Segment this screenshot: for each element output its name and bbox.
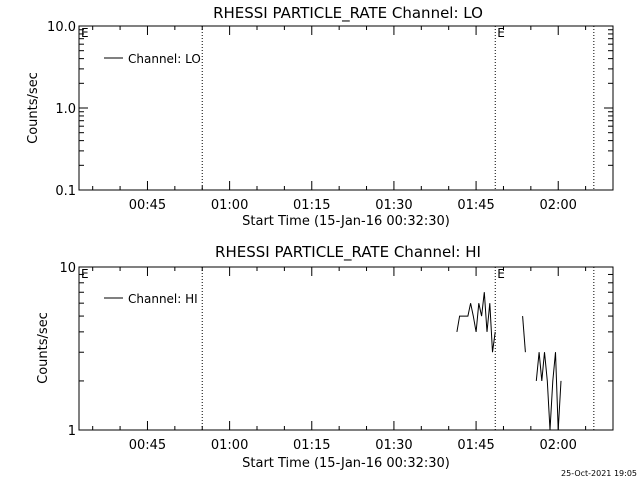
series-line-hi — [522, 316, 526, 353]
series-layer — [456, 292, 562, 431]
legend: Channel: HI — [104, 292, 198, 306]
marker-label: E — [497, 267, 505, 281]
legend-label: Channel: LO — [128, 52, 201, 66]
legend-label: Channel: HI — [128, 292, 198, 306]
x-axis-label: Start Time (15-Jan-16 00:32:30) — [242, 456, 450, 471]
tick-layer: 00:45 01:00 01:15 01:30 01:45 02:00 1 10 — [59, 261, 614, 453]
series-line-hi — [535, 352, 562, 431]
tick-layer: 00:45 01:00 01:15 01:30 01:45 02:00 0.1 1.0 10.0 — [47, 20, 614, 213]
y-tick-label: 0.1 — [55, 184, 76, 199]
x-tick-label: 01:15 — [293, 438, 330, 453]
x-tick-label: 01:30 — [375, 198, 412, 213]
y-tick-label: 1 — [68, 424, 76, 439]
marker-layer: EE — [81, 26, 595, 190]
x-tick-label: 01:45 — [457, 198, 494, 213]
footer-timestamp: 25-Oct-2021 19:05 — [561, 469, 637, 478]
legend: Channel: LO — [104, 52, 201, 66]
x-tick-label: 02:00 — [539, 438, 576, 453]
x-tick-label: 01:30 — [375, 438, 412, 453]
x-tick-label: 00:45 — [129, 198, 166, 213]
panel-lo: RHESSI PARTICLE_RATE Channel: LO Counts/… — [26, 4, 614, 229]
series-line-hi — [456, 292, 496, 353]
x-axis-label: Start Time (15-Jan-16 00:32:30) — [242, 214, 450, 229]
y-axis-label: Counts/sec — [36, 312, 51, 384]
x-tick-label: 02:00 — [539, 198, 576, 213]
marker-layer: EE — [81, 267, 595, 430]
y-tick-label: 10.0 — [47, 20, 76, 35]
y-axis-label: Counts/sec — [26, 72, 41, 144]
plot-frame — [78, 266, 614, 431]
marker-label: E — [497, 26, 505, 40]
x-tick-label: 01:15 — [293, 198, 330, 213]
chart-title: RHESSI PARTICLE_RATE Channel: HI — [215, 243, 481, 262]
x-tick-label: 01:00 — [211, 198, 248, 213]
chart-title: RHESSI PARTICLE_RATE Channel: LO — [213, 4, 483, 23]
y-tick-label: 1.0 — [55, 102, 76, 117]
plot-frame — [78, 25, 614, 191]
x-tick-label: 01:00 — [211, 438, 248, 453]
x-tick-label: 01:45 — [457, 438, 494, 453]
y-tick-label: 10 — [59, 261, 76, 276]
marker-label: E — [81, 26, 89, 40]
x-tick-label: 00:45 — [129, 438, 166, 453]
panel-hi: RHESSI PARTICLE_RATE Channel: HI Counts/… — [36, 243, 614, 471]
marker-label: E — [81, 267, 89, 281]
